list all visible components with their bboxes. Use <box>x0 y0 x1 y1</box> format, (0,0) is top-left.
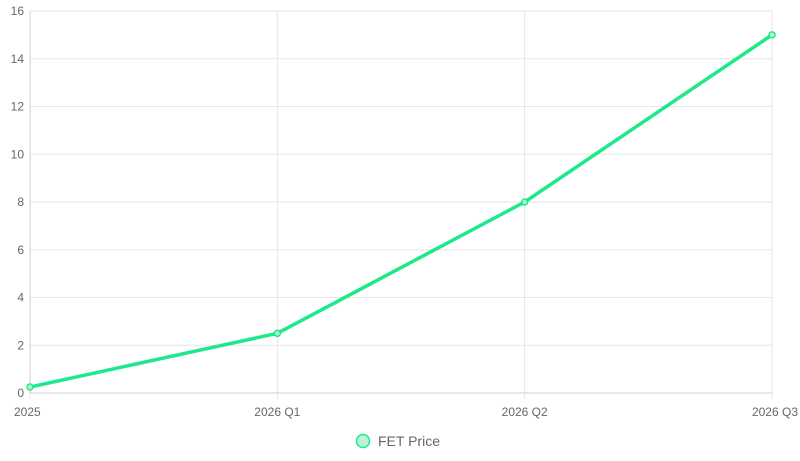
data-point[interactable] <box>26 383 34 391</box>
y-tick-label: 10 <box>11 147 25 161</box>
legend[interactable]: FET Price <box>355 433 441 449</box>
y-tick-label: 2 <box>17 338 24 352</box>
x-tick-label: 2026 Q1 <box>254 405 300 419</box>
y-tick-label: 12 <box>11 100 25 114</box>
x-tick-label: 2026 Q2 <box>502 405 548 419</box>
data-points <box>26 31 776 391</box>
legend-marker[interactable] <box>355 433 371 449</box>
y-tick-label: 8 <box>17 195 24 209</box>
data-point[interactable] <box>273 329 282 338</box>
grid <box>29 10 773 399</box>
y-tick-label: 4 <box>17 291 24 305</box>
axes <box>29 11 772 394</box>
y-axis-tick-labels: 0 2 4 6 8 10 12 14 16 <box>11 4 25 400</box>
data-point[interactable] <box>520 198 529 206</box>
series-lines <box>28 33 774 389</box>
y-tick-label: 6 <box>17 243 24 257</box>
data-point[interactable] <box>768 31 776 39</box>
x-axis-tick-labels: 2025 2026 Q1 2026 Q2 2026 Q3 <box>14 405 798 419</box>
x-tick-label: 2025 <box>14 405 41 419</box>
x-tick-label: 2026 Q3 <box>752 405 798 419</box>
legend-label[interactable]: FET Price <box>378 433 440 449</box>
y-tick-label: 14 <box>11 52 25 66</box>
y-tick-label: 16 <box>11 4 25 18</box>
y-tick-label: 0 <box>17 386 24 400</box>
series-line <box>28 33 774 389</box>
